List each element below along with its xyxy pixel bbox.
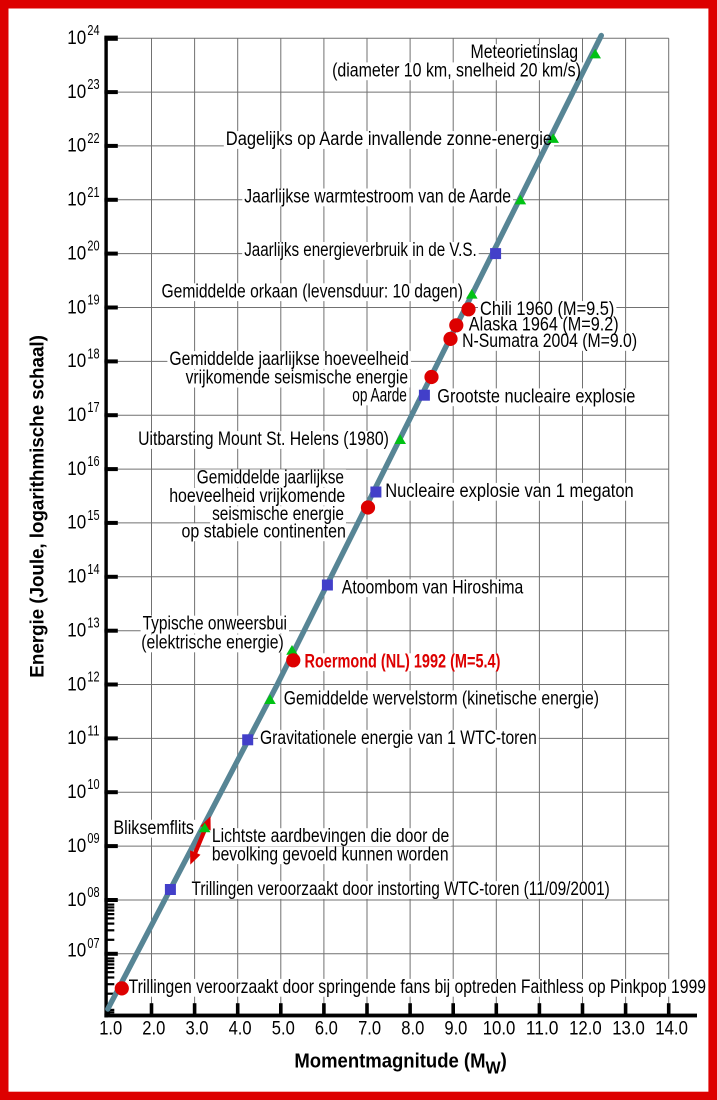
svg-text:12.0: 12.0 xyxy=(569,1019,602,1040)
svg-text:Gemiddelde wervelstorm (kineti: Gemiddelde wervelstorm (kinetische energ… xyxy=(284,688,599,709)
svg-text:Roermond (NL) 1992 (M=5.4): Roermond (NL) 1992 (M=5.4) xyxy=(305,651,501,672)
svg-text:10: 10 xyxy=(67,941,86,962)
svg-text:18: 18 xyxy=(87,346,99,362)
svg-text:Jaarlijks energieverbruik in d: Jaarlijks energieverbruik in de V.S. xyxy=(244,240,477,261)
svg-text:bevolking gevoeld kunnen worde: bevolking gevoeld kunnen worden xyxy=(212,844,449,865)
svg-text:20: 20 xyxy=(87,239,99,255)
svg-text:17: 17 xyxy=(87,400,99,416)
svg-text:9.0: 9.0 xyxy=(444,1019,467,1040)
svg-text:10: 10 xyxy=(67,351,86,372)
svg-text:12: 12 xyxy=(87,670,99,686)
svg-text:10: 10 xyxy=(67,190,86,211)
svg-text:W: W xyxy=(486,1057,502,1077)
svg-text:10: 10 xyxy=(67,405,86,426)
svg-text:21: 21 xyxy=(87,185,99,201)
svg-text:22: 22 xyxy=(87,131,99,147)
svg-text:10.0: 10.0 xyxy=(483,1019,516,1040)
svg-text:Gemiddelde orkaan (levensduur:: Gemiddelde orkaan (levensduur: 10 dagen) xyxy=(162,281,463,302)
svg-text:Energie (Joule, logarithmische: Energie (Joule, logarithmische schaal) xyxy=(27,335,48,678)
svg-text:Chili 1960 (M=9.5): Chili 1960 (M=9.5) xyxy=(480,299,614,320)
svg-text:15: 15 xyxy=(87,508,99,524)
svg-text:Gemiddelde jaarlijkse hoeveelh: Gemiddelde jaarlijkse hoeveelheid xyxy=(169,349,409,370)
svg-text:19: 19 xyxy=(87,293,99,309)
svg-text:Trillingen veroorzaakt door sp: Trillingen veroorzaakt door springende f… xyxy=(129,977,706,998)
svg-text:2.0: 2.0 xyxy=(142,1019,165,1040)
svg-text:Jaarlijkse warmtestroom van de: Jaarlijkse warmtestroom van de Aarde xyxy=(244,187,511,208)
svg-text:Grootste nucleaire explosie: Grootste nucleaire explosie xyxy=(437,386,635,407)
svg-text:Trillingen veroorzaakt door in: Trillingen veroorzaakt door instorting W… xyxy=(192,879,610,900)
svg-text:24: 24 xyxy=(87,23,99,39)
svg-text:10: 10 xyxy=(67,728,86,749)
svg-text:09: 09 xyxy=(87,831,99,847)
svg-text:Typische onweersbui: Typische onweersbui xyxy=(143,614,287,635)
svg-text:13: 13 xyxy=(87,616,99,632)
svg-text:seismische energie: seismische energie xyxy=(212,504,344,525)
svg-text:vrijkomende seismische energie: vrijkomende seismische energie xyxy=(186,368,409,389)
svg-text:Gemiddelde jaarlijkse: Gemiddelde jaarlijkse xyxy=(197,467,344,488)
svg-text:Uitbarsting Mount St. Helens (: Uitbarsting Mount St. Helens (1980) xyxy=(138,429,389,450)
svg-text:3.0: 3.0 xyxy=(186,1019,209,1040)
svg-text:14: 14 xyxy=(87,562,99,578)
svg-text:10: 10 xyxy=(67,621,86,642)
svg-text:23: 23 xyxy=(87,77,99,93)
svg-text:Alaska 1964 (M=9.2): Alaska 1964 (M=9.2) xyxy=(469,315,619,336)
svg-text:4.0: 4.0 xyxy=(229,1019,252,1040)
svg-text:(elektrische energie): (elektrische energie) xyxy=(141,633,283,654)
svg-text:10: 10 xyxy=(67,567,86,588)
svg-text:1.0: 1.0 xyxy=(99,1019,122,1040)
svg-text:8.0: 8.0 xyxy=(401,1019,424,1040)
svg-text:10: 10 xyxy=(67,459,86,480)
svg-text:16: 16 xyxy=(87,454,99,470)
svg-text:6.0: 6.0 xyxy=(315,1019,338,1040)
svg-text:08: 08 xyxy=(87,885,99,901)
svg-text:10: 10 xyxy=(67,890,86,911)
svg-text:11: 11 xyxy=(87,723,99,739)
svg-text:(diameter 10 km, snelheid 20 k: (diameter 10 km, snelheid 20 km/s) xyxy=(332,60,581,81)
svg-text:10: 10 xyxy=(67,243,86,264)
svg-text:Atoombom van Hiroshima: Atoombom van Hiroshima xyxy=(342,577,524,598)
svg-text:10: 10 xyxy=(67,513,86,534)
svg-text:07: 07 xyxy=(87,936,99,952)
svg-text:5.0: 5.0 xyxy=(272,1019,295,1040)
svg-text:Bliksemflits: Bliksemflits xyxy=(113,818,194,839)
svg-text:op stabiele continenten: op stabiele continenten xyxy=(182,521,346,542)
svg-text:10: 10 xyxy=(67,782,86,803)
svg-text:7.0: 7.0 xyxy=(358,1019,381,1040)
svg-text:N-Sumatra 2004 (M=9.0): N-Sumatra 2004 (M=9.0) xyxy=(462,331,637,352)
svg-text:14.0: 14.0 xyxy=(655,1019,688,1040)
svg-text:10: 10 xyxy=(67,836,86,857)
svg-text:10: 10 xyxy=(67,674,86,695)
svg-text:10: 10 xyxy=(67,136,86,157)
svg-text:10: 10 xyxy=(87,777,99,793)
svg-text:10: 10 xyxy=(67,82,86,103)
svg-text:Dagelijks op Aarde invallende: Dagelijks op Aarde invallende zonne-ener… xyxy=(226,129,552,150)
svg-text:10: 10 xyxy=(67,297,86,318)
svg-text:Momentmagnitude (M: Momentmagnitude (M xyxy=(294,1051,485,1073)
svg-text:11.0: 11.0 xyxy=(526,1019,559,1040)
svg-text:Lichtste aardbevingen die door: Lichtste aardbevingen die door de xyxy=(212,826,449,847)
svg-text:10: 10 xyxy=(67,28,86,49)
svg-text:Nucleaire explosie van 1 megat: Nucleaire explosie van 1 megaton xyxy=(385,481,634,502)
svg-text:op Aarde: op Aarde xyxy=(352,386,407,407)
svg-text:Gravitationele energie van 1 W: Gravitationele energie van 1 WTC-toren xyxy=(260,728,537,749)
svg-text:Meteorietinslag: Meteorietinslag xyxy=(471,42,579,63)
svg-text:hoeveelheid vrijkomende: hoeveelheid vrijkomende xyxy=(169,486,345,507)
svg-text:13.0: 13.0 xyxy=(612,1019,645,1040)
svg-text:): ) xyxy=(501,1051,507,1073)
